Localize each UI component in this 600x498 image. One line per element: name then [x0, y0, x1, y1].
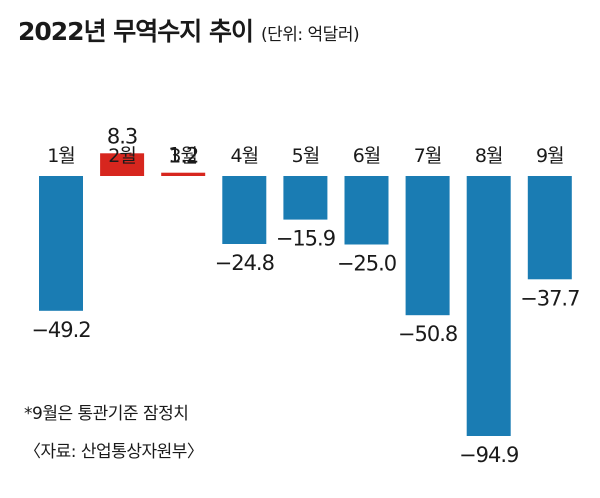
value-label-7: −50.8	[398, 322, 457, 346]
bars	[39, 153, 572, 436]
month-labels: 1월 2월 3월 4월 5월 6월 7월 8월 9월	[47, 145, 564, 167]
value-label-1: −49.2	[31, 318, 90, 342]
value-label-8: −94.9	[459, 443, 518, 467]
footnote-source: 〈자료: 산업통상자원부〉	[24, 442, 204, 462]
value-label-2: 8.3	[107, 124, 137, 148]
footnote-note: *9월은 통관기준 잠정치	[24, 404, 189, 424]
value-label-6: −25.0	[337, 252, 396, 276]
month-label-7: 7월	[414, 145, 442, 167]
chart-title: 2022년 무역수지 추이	[18, 17, 254, 46]
bar-4	[222, 176, 267, 244]
month-label-4: 4월	[231, 145, 259, 167]
month-label-1: 1월	[47, 145, 75, 167]
value-label-9: −37.7	[520, 286, 579, 310]
bar-9	[527, 176, 572, 280]
month-label-3: 3월	[169, 145, 197, 167]
bar-2	[100, 153, 145, 176]
bar-3	[161, 172, 206, 176]
month-label-5: 5월	[292, 145, 320, 167]
month-label-2: 2월	[108, 145, 136, 167]
month-label-9: 9월	[536, 145, 564, 167]
bar-7	[405, 176, 450, 316]
month-label-8: 8월	[475, 145, 503, 167]
value-label-5: −15.9	[276, 227, 335, 251]
value-label-3: 1.2	[168, 144, 198, 168]
bar-6	[344, 176, 389, 245]
month-label-6: 6월	[353, 145, 381, 167]
chart-unit: (단위: 억달러)	[261, 25, 360, 45]
title-row: 2022년 무역수지 추이 (단위: 억달러)	[18, 12, 360, 48]
bar-1	[39, 176, 83, 311]
value-label-4: −24.8	[215, 251, 274, 275]
bar-5	[283, 176, 328, 220]
bar-8	[466, 176, 511, 436]
value-labels: −49.2 8.3 1.2 −24.8−15.9−25.0 −50.8 −94.9 −37.…	[31, 124, 580, 467]
